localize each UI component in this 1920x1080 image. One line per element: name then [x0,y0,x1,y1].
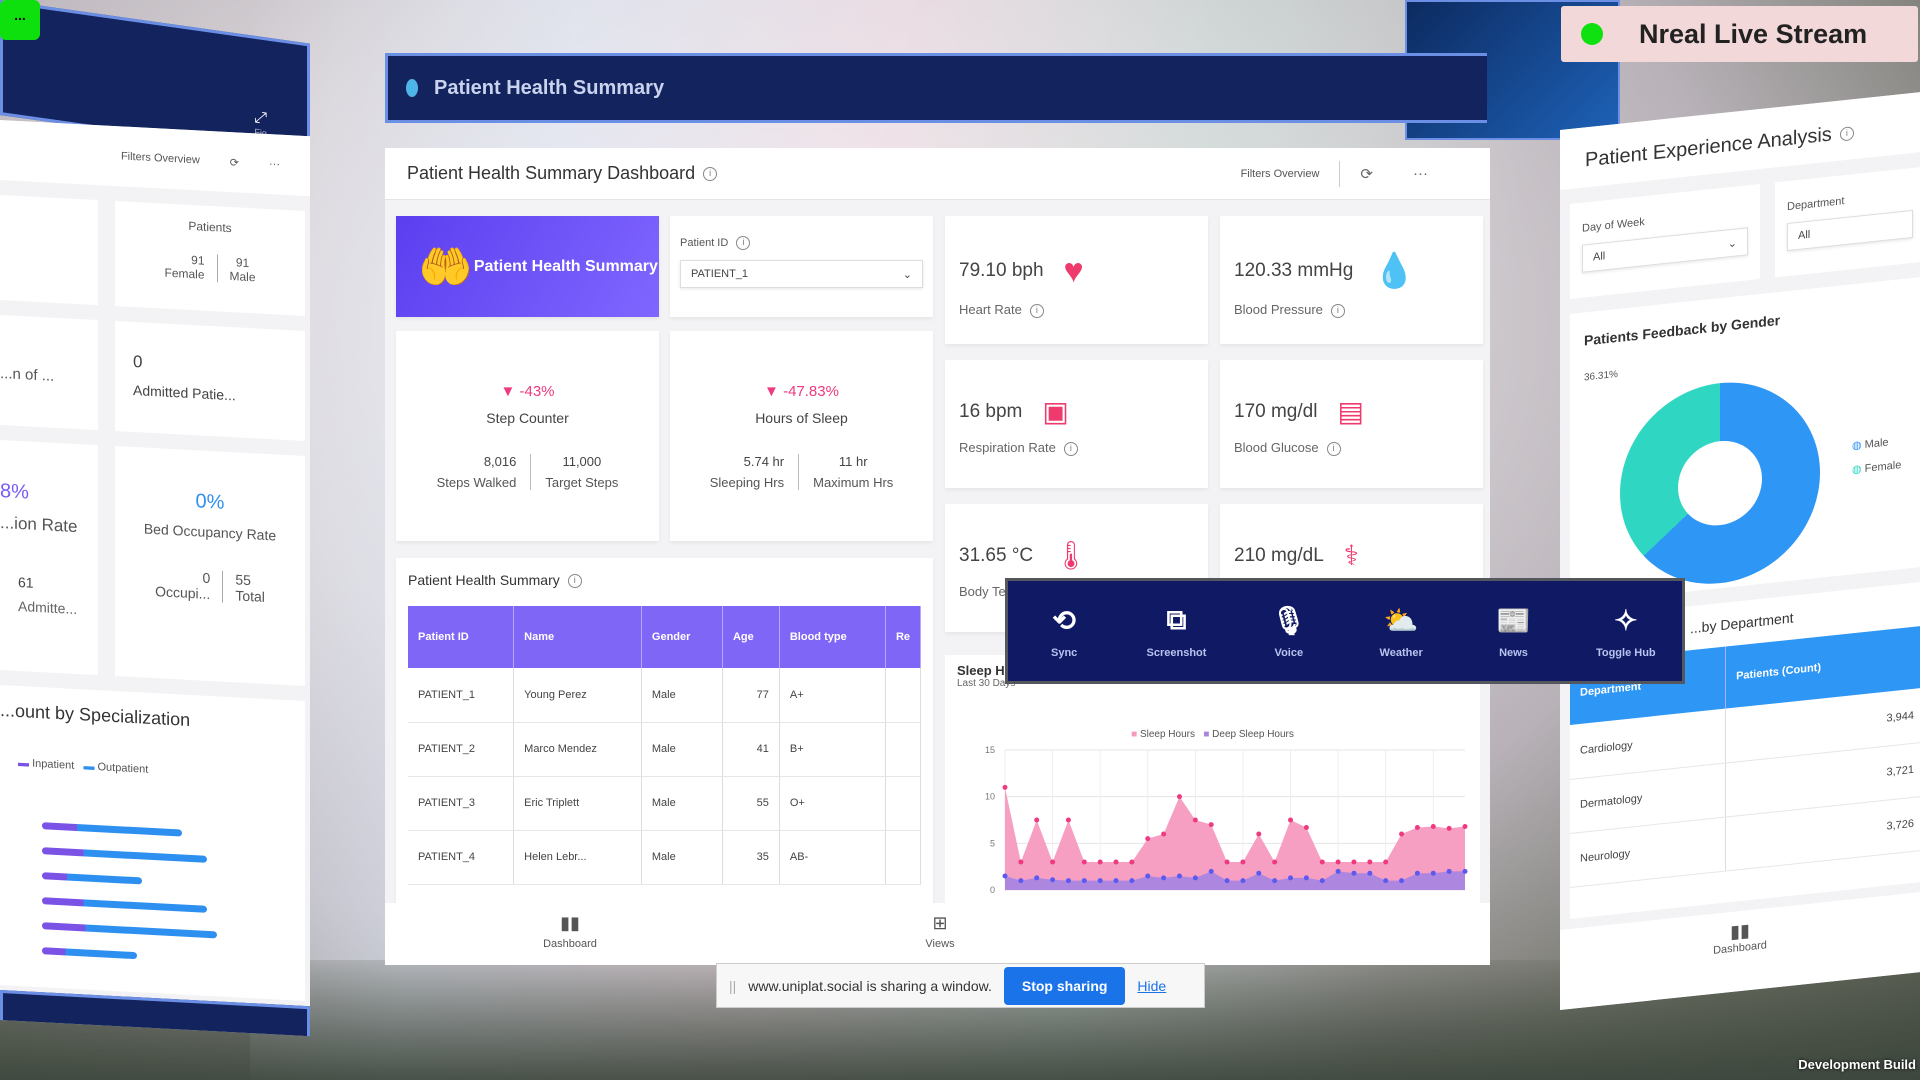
admitted-card: 0 Admitted Patie... [115,321,305,441]
glucose-meter-icon: ▤ [1337,396,1364,427]
sleep-hours-chart: Sleep Hours Last 30 Days ■ Sleep Hours ■… [945,655,1480,910]
views-icon: ⊞ [932,913,948,933]
chevron-down-icon: ⌄ [1727,236,1737,250]
heart-rate-icon: ♥ [1063,252,1084,290]
drag-handle-icon[interactable]: || [729,977,737,994]
respiration-rate-card: 16 bpm ▣ Respiration Rate i [945,360,1208,488]
live-status-icon [1581,23,1603,45]
bar [42,847,207,863]
toggle-hub-icon: ✧ [1614,604,1638,636]
bar [42,922,217,939]
stop-sharing-button[interactable]: Stop sharing [1003,966,1126,1005]
nav-dashboard[interactable]: ▮▮ Dashboard [385,903,755,965]
deep-sleep-legend-icon: ■ [1203,729,1210,740]
table-row[interactable]: PATIENT_2 Marco Mendez Male 41 B+ [408,722,922,777]
nav-views[interactable]: ⊞ Views [755,903,1125,965]
more-icon[interactable]: ··· [1413,165,1428,182]
toolbar-news-button[interactable]: 📰 News [1458,604,1568,659]
app-logo-icon [406,79,418,97]
weather-icon: ⛅ [1383,604,1419,636]
bar [42,872,142,885]
patients-card: Patients 91 Female 91 Male [115,201,305,316]
main-window-header[interactable]: Patient Health Summary [385,53,1487,123]
patient-summary-table: Patient ID Name Gender Age Blood type Re… [408,606,922,885]
respiration-monitor-icon: ▣ [1042,396,1069,427]
left-panel: Filters Overview ⟳ ··· Patients 91 Female… [0,120,310,1037]
more-icon[interactable]: ··· [269,158,280,171]
info-icon[interactable]: i [703,167,718,182]
area-chart: 0 5 10 15 [985,745,1468,895]
donut [1620,372,1820,594]
svg-text:15: 15 [985,745,995,755]
patient-id-select[interactable]: PATIENT_1 ⌄ [680,260,923,288]
artery-icon: ⚕ [1343,540,1359,571]
toolbar-toggle-hub-button[interactable]: ✧ Toggle Hub [1571,604,1681,659]
toolbar-weather-button[interactable]: ⛅ Weather [1346,604,1456,659]
filters-overview[interactable]: Filters Overview [120,150,200,167]
down-arrow-icon: ▼ [764,383,779,400]
filters-overview-button[interactable]: Filters Overview [1240,167,1320,180]
chevron-down-icon: ⌄ [902,268,912,281]
patient-id-filter: Patient ID i PATIENT_1 ⌄ [670,216,933,317]
day-of-week-filter[interactable]: Day of Week All ⌄ [1570,183,1760,299]
hero-card: 🤲 Patient Health Summary [396,216,659,317]
voice-icon: 🎙 [1271,604,1307,636]
bed-occupancy-card: 0% Bed Occupancy Rate 0 Occupi... 55 Total [115,446,305,686]
refresh-icon[interactable]: ⟳ [1360,165,1373,183]
sleep-legend-icon: ■ [1131,729,1138,740]
blood-glucose-card: 170 mg/dl ▤ Blood Glucose i [1220,360,1483,488]
toolbar-voice-button[interactable]: 🎙 Voice [1234,604,1344,659]
patient-summary-table-card: Patient Health Summary i Patient ID Name … [396,558,933,908]
screen-share-bar: || www.uniplat.social is sharing a windo… [716,963,1205,1008]
bar [42,822,182,837]
inpatient-legend-icon: ▬ [18,756,29,770]
svg-text:5: 5 [990,838,995,848]
toolbar-sync-button[interactable]: ⟲ Sync [1009,604,1119,659]
heart-hands-icon: 🤲 [418,242,473,292]
menu-button[interactable]: ... [0,0,40,40]
bar [42,947,137,960]
table-row[interactable]: PATIENT_1 Young Perez Male 77 A+ [408,668,922,723]
heart-rate-card: 79.10 bph ♥ Heart Rate i [945,216,1208,344]
male-legend-icon: ◍ [1852,439,1862,453]
hide-link[interactable]: Hide [1137,977,1167,994]
bar-chart-icon: ▮▮ [560,913,580,933]
svg-text:0: 0 [990,885,995,895]
step-counter-card: ▼ -43% Step Counter 8,016 Steps Walked 11… [396,331,659,541]
table-row[interactable]: PATIENT_3 Eric Triplett Male 55 O+ [408,776,922,831]
page-title: Patient Health Summary Dashboard i [407,163,1241,184]
specialization-chart: ...ount by Specialization ▬ Inpatient ▬ … [0,685,305,1001]
sync-icon: ⟲ [1052,604,1076,636]
down-arrow-icon: ▼ [500,383,516,400]
bottom-nav: ▮▮ Dashboard ⊞ Views [385,903,1490,965]
partial-rate-card: ...n of ... [0,315,98,431]
department-filter[interactable]: Department All [1775,166,1920,278]
thermometer-icon: 🌡 [1053,540,1089,571]
toolbar-screenshot-button[interactable]: ⧉ Screenshot [1121,604,1231,659]
admission-rate-card: 8% ...ion Rate 61 Admitte... [0,440,98,676]
table-row[interactable]: PATIENT_4 Helen Lebr... Male 35 AB- [408,830,922,885]
hours-of-sleep-card: ▼ -47.83% Hours of Sleep 5.74 hr Sleeping… [670,331,933,541]
development-build-label: Development Build [1798,1057,1916,1072]
svg-text:10: 10 [985,792,995,802]
xr-toolbar: ⟲ Sync ⧉ Screenshot 🎙 Voice ⛅ Weather 📰 News … [1005,578,1685,684]
info-icon: i [736,236,751,250]
gender-donut-chart: Patients Feedback by Gender 36.31% ◍ Mal… [1570,276,1920,604]
female-legend-icon: ◍ [1852,463,1862,477]
partial-card [0,195,98,306]
bar [42,897,207,913]
blood-pressure-card: 120.33 mmHg 💧 Blood Pressure i [1220,216,1483,344]
live-stream-badge: Nreal Live Stream [1561,6,1918,62]
refresh-icon[interactable]: ⟳ [229,156,239,170]
outpatient-legend-icon: ▬ [83,760,95,773]
news-icon: 📰 [1496,604,1531,636]
blood-drop-icon: 💧 [1373,252,1416,290]
screenshot-icon: ⧉ [1166,603,1187,635]
right-panel: Patient Experience Analysis i Day of Week… [1560,92,1920,1010]
